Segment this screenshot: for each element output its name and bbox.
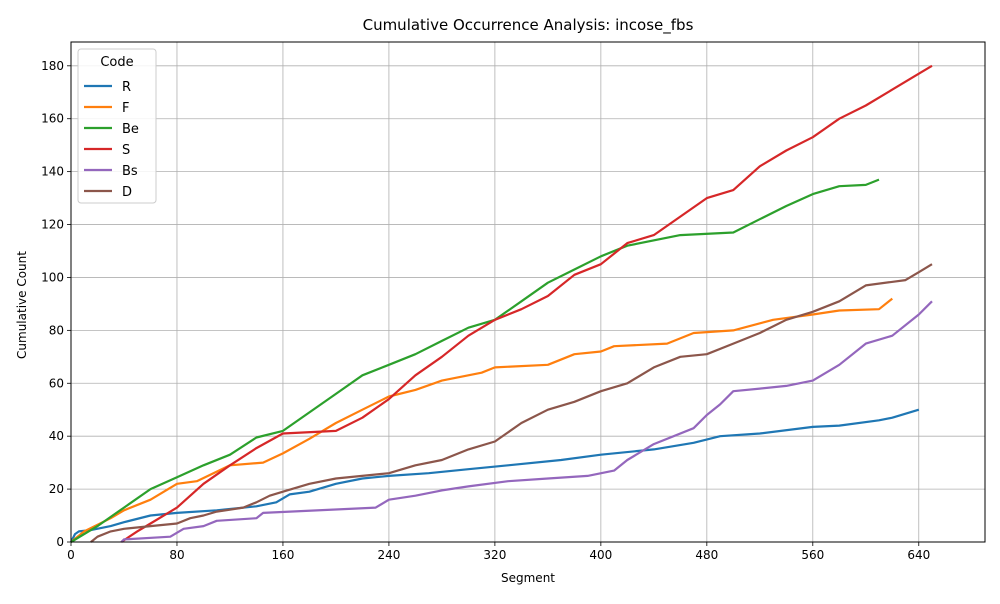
series-line-bs: [120, 300, 933, 543]
legend-label: S: [122, 143, 130, 158]
y-tick-label: 160: [41, 112, 64, 126]
x-axis-ticks: 0 80 160 240 320 400 480 560 640: [67, 542, 930, 562]
y-tick-label: 120: [41, 218, 64, 232]
x-tick-label: 400: [589, 548, 612, 562]
y-tick-label: 180: [41, 59, 64, 73]
chart-title: Cumulative Occurrence Analysis: incose_f…: [363, 16, 694, 35]
grid: [70, 42, 985, 543]
plot-frame: [70, 41, 986, 543]
y-tick-label: 80: [49, 323, 64, 337]
legend-label: Bs: [122, 164, 138, 179]
y-axis-label: Cumulative Count: [15, 251, 29, 359]
series-line-d: [90, 263, 933, 543]
x-tick-label: 240: [377, 548, 400, 562]
legend: Code RF Be S Bs D: [77, 48, 157, 204]
legend-title: Code: [100, 55, 133, 70]
legend-label: Be: [122, 122, 139, 137]
series-line-s: [120, 64, 933, 543]
x-axis-label: Segment: [501, 571, 555, 585]
legend-box: [77, 48, 157, 204]
x-tick-label: 320: [483, 548, 506, 562]
y-axis-ticks: 0 20 40 60 80 100 120 140 160 180: [41, 59, 71, 549]
y-tick-label: 60: [49, 376, 64, 390]
x-tick-label: 560: [801, 548, 824, 562]
series-line-f: [70, 297, 893, 543]
x-tick-label: 160: [271, 548, 294, 562]
y-tick-label: 100: [41, 270, 64, 284]
series-line-r: [70, 408, 920, 543]
legend-label: D: [122, 185, 132, 200]
series-lines: [70, 64, 933, 543]
y-tick-label: 140: [41, 165, 64, 179]
x-tick-label: 480: [695, 548, 718, 562]
x-tick-label: 640: [907, 548, 930, 562]
series-line-be: [70, 178, 880, 543]
y-tick-label: 40: [49, 429, 64, 443]
y-tick-label: 20: [49, 482, 64, 496]
x-tick-label: 0: [67, 548, 75, 562]
x-tick-label: 80: [169, 548, 184, 562]
legend-label: F: [122, 101, 129, 116]
legend-label: R: [122, 80, 131, 95]
y-tick-label: 0: [56, 535, 64, 549]
